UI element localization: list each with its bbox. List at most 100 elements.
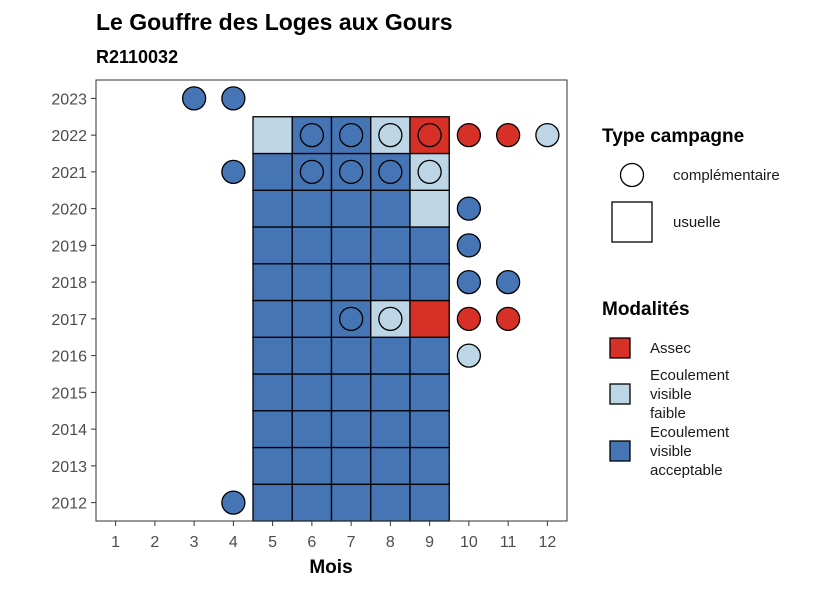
cell-2020-7 (330, 189, 372, 228)
point-2021-6 (299, 159, 325, 185)
cell-2018-6 (291, 263, 333, 302)
point-2021-8 (378, 159, 403, 185)
legend-type-campagne: Type campagne complémentaire usuelle (602, 126, 780, 243)
point-2023-3 (181, 86, 207, 111)
cell-2021-5 (252, 152, 293, 191)
x-tick-label: 4 (229, 534, 238, 551)
cell-2012-7 (330, 483, 372, 522)
legend-type-title: Type campagne (602, 126, 744, 147)
x-tick-label: 7 (347, 534, 356, 551)
point-2017-10 (456, 306, 482, 332)
point-2018-10 (456, 269, 482, 295)
cell-2018-7 (330, 263, 372, 302)
cell-2013-8 (370, 446, 411, 485)
point-2022-7 (338, 122, 364, 148)
cell-2019-9 (409, 226, 450, 265)
cell-2014-7 (330, 410, 372, 449)
cell-2016-9 (409, 336, 450, 375)
y-axis: 2012 2013 2014 2015 2016 2017 2018 2019 2020 2021… (51, 91, 96, 513)
cell-2013-9 (409, 446, 450, 485)
chart-title: Le Gouffre des Loges aux Gours (96, 9, 453, 35)
legend-modalites: Modalités Assec Ecoulement visible faible Ec… (602, 299, 730, 479)
cell-2012-6 (291, 483, 333, 522)
x-tick-label: 9 (425, 534, 434, 551)
cell-2012-9 (409, 483, 450, 522)
usuelle-cells (252, 116, 450, 522)
x-axis: 1 2 3 4 5 6 7 8 9 10 11 12 (111, 521, 556, 551)
cell-2017-5 (252, 299, 293, 338)
cell-2016-6 (291, 336, 333, 375)
y-tick-label: 2020 (51, 202, 87, 219)
point-2017-11 (495, 306, 521, 332)
cell-2015-9 (409, 373, 450, 412)
cell-2019-6 (291, 226, 333, 265)
legend-modalite-label: faible (650, 405, 686, 422)
chart-subtitle: R2110032 (96, 47, 178, 67)
x-tick-label: 2 (150, 534, 159, 551)
cell-2014-5 (252, 410, 293, 449)
cell-2015-5 (252, 373, 293, 412)
y-tick-label: 2021 (51, 165, 87, 182)
x-tick-label: 12 (538, 534, 556, 551)
point-2022-6 (299, 122, 325, 148)
y-tick-label: 2018 (51, 275, 87, 292)
x-axis-title: Mois (309, 557, 352, 578)
y-tick-label: 2022 (51, 128, 87, 145)
cell-2015-6 (291, 373, 333, 412)
legend-square-icon (611, 201, 653, 243)
y-tick-label: 2014 (51, 422, 87, 439)
point-2012-4 (221, 490, 246, 515)
cell-2020-8 (370, 189, 411, 228)
cell-2014-9 (409, 410, 450, 449)
cell-2016-5 (252, 336, 293, 375)
legend-modalite-label: Assec (650, 340, 691, 357)
point-2021-9 (417, 159, 442, 185)
cell-2017-6 (291, 299, 333, 338)
legend-swatch-assec (609, 337, 631, 359)
cell-2022-5 (252, 116, 293, 155)
cell-2018-9 (409, 263, 450, 302)
x-tick-label: 8 (386, 534, 395, 551)
y-tick-label: 2019 (51, 238, 87, 255)
cell-2013-6 (291, 446, 333, 485)
legend-modalite-label: Ecoulement (650, 424, 730, 441)
legend-modalites-title: Modalités (602, 299, 690, 320)
cell-2019-5 (252, 226, 293, 265)
cell-2014-6 (291, 410, 333, 449)
x-tick-label: 11 (500, 534, 517, 551)
legend-circle-icon (619, 162, 645, 188)
point-2022-8 (378, 122, 403, 148)
point-2021-4 (221, 159, 246, 185)
x-tick-label: 5 (268, 534, 277, 551)
point-2017-7 (338, 306, 364, 332)
cell-2018-5 (252, 263, 293, 302)
cell-2012-5 (252, 483, 293, 522)
legend-modalite-label: visible (650, 443, 692, 460)
cell-2020-9 (409, 189, 450, 228)
cell-2019-7 (330, 226, 372, 265)
x-tick-label: 10 (460, 534, 478, 551)
cell-2013-5 (252, 446, 293, 485)
legend-modalite-label: Ecoulement (650, 367, 730, 384)
plot-panel-border (95, 79, 568, 522)
point-2022-12 (535, 122, 560, 148)
point-2020-10 (456, 196, 482, 221)
cell-2020-5 (252, 189, 293, 228)
cell-2015-8 (370, 373, 411, 412)
cell-2016-8 (370, 336, 411, 375)
legend-modalite-label: visible (650, 386, 692, 403)
y-tick-label: 2017 (51, 312, 87, 329)
point-2021-7 (338, 159, 364, 185)
point-2016-10 (456, 343, 482, 368)
x-tick-label: 3 (190, 534, 199, 551)
x-tick-label: 1 (111, 534, 120, 551)
cell-2020-6 (291, 189, 333, 228)
x-tick-label: 6 (307, 534, 316, 551)
legend-modalite-label: acceptable (650, 462, 723, 479)
legend-swatch-faible (609, 383, 631, 405)
y-tick-label: 2023 (51, 91, 87, 108)
legend-type-label: usuelle (673, 214, 721, 231)
point-2018-11 (495, 269, 521, 295)
legend-swatch-acceptable (609, 440, 631, 462)
